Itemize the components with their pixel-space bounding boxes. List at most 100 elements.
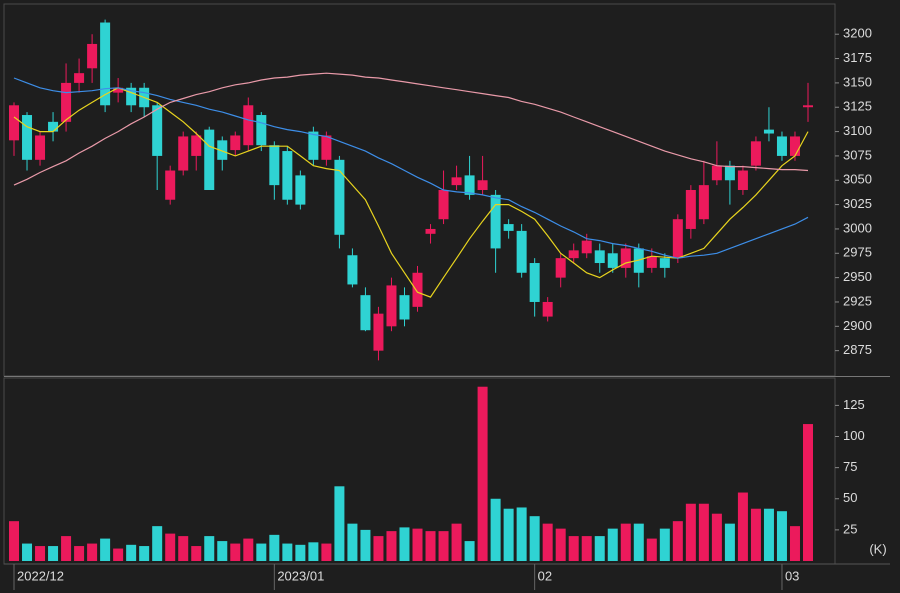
candle-body [451, 177, 462, 186]
candle-body [100, 22, 111, 106]
candle-body [204, 129, 215, 190]
volume-bar [568, 536, 579, 561]
candle-body [321, 135, 332, 160]
candle-body [659, 258, 670, 268]
candle-body [646, 256, 657, 268]
volume-bar [633, 523, 644, 561]
candle-body [490, 194, 501, 249]
candle-body [477, 180, 488, 190]
candle-body [152, 105, 163, 156]
volume-bar [217, 541, 228, 561]
y-tick-label: 3000 [843, 220, 872, 235]
volume-bar [789, 526, 800, 561]
candle-body [87, 43, 98, 69]
volume-bar [503, 508, 514, 561]
candle-body [594, 250, 605, 264]
candle-body [789, 136, 800, 156]
candle-body [763, 129, 774, 134]
volume-bar [620, 523, 631, 561]
candle-body [308, 131, 319, 160]
volume-bar [256, 543, 267, 561]
volume-tick-label: 50 [843, 490, 857, 505]
volume-bar [672, 521, 683, 561]
candle-body [698, 185, 709, 220]
volume-bar [803, 424, 813, 561]
volume-bar [9, 521, 19, 561]
candle-body [282, 151, 293, 200]
volume-bar [74, 546, 85, 561]
candle-body [737, 170, 748, 190]
volume-bar [516, 507, 527, 561]
volume-bar [438, 531, 449, 561]
y-tick-label: 2950 [843, 269, 872, 284]
candle-body [776, 136, 787, 156]
volume-bar [425, 531, 436, 561]
volume-tick-label: 100 [843, 428, 865, 443]
candle-body [581, 240, 592, 254]
volume-bar [230, 543, 241, 561]
candle-body [607, 253, 618, 268]
candle-body [230, 135, 241, 151]
candle-body [724, 165, 735, 181]
volume-bar [191, 546, 202, 561]
candle-body [568, 250, 579, 259]
volume-tick-label: 125 [843, 397, 865, 412]
volume-bar [698, 503, 709, 561]
candle-body [399, 295, 410, 320]
candle-body [74, 73, 85, 83]
volume-bar [490, 498, 501, 561]
volume-bar [48, 546, 59, 561]
volume-bar [373, 536, 384, 561]
candle-body [360, 295, 371, 331]
volume-bar [139, 546, 150, 561]
candle-body [165, 170, 176, 200]
candle-body [191, 135, 202, 156]
candle-body [256, 115, 267, 146]
candle-body [126, 87, 137, 106]
y-tick-label: 3125 [843, 99, 872, 114]
y-tick-label: 2900 [843, 318, 872, 333]
volume-bar [607, 528, 618, 561]
volume-bar [321, 543, 332, 561]
volume-bar [763, 508, 774, 561]
candle-body [803, 105, 813, 108]
candle-body [35, 135, 46, 160]
y-tick-label: 3200 [843, 26, 872, 41]
volume-bar [334, 486, 345, 561]
candle-body [334, 159, 345, 235]
volume-bar [750, 508, 761, 561]
volume-bar [542, 523, 553, 561]
volume-bar [113, 548, 124, 561]
candle-body [61, 82, 72, 122]
volume-bar [412, 528, 423, 561]
volume-bar [282, 543, 293, 561]
volume-bar [659, 528, 670, 561]
candle-body [9, 105, 19, 141]
x-tick-label: 03 [785, 568, 799, 583]
volume-bar [685, 503, 696, 561]
volume-bar [295, 544, 306, 561]
volume-bar [22, 543, 33, 561]
volume-bar [165, 533, 176, 561]
volume-bar [594, 536, 605, 561]
volume-bar [243, 538, 254, 561]
candle-body [178, 136, 189, 171]
candle-body [503, 224, 514, 231]
volume-bar [347, 523, 358, 561]
y-tick-label: 3175 [843, 50, 872, 65]
moving-average-line [13, 72, 809, 186]
volume-bar [399, 527, 410, 561]
volume-bar [204, 536, 215, 561]
volume-bar [451, 523, 462, 561]
candle-body [438, 190, 449, 220]
volume-tick-label: 25 [843, 521, 857, 536]
candle-body [373, 313, 384, 351]
volume-bar [711, 513, 722, 561]
candle-body [685, 190, 696, 229]
candle-body [555, 258, 566, 278]
volume-bar [724, 523, 735, 561]
candle-body [22, 115, 33, 160]
x-tick-label: 2023/01 [277, 568, 324, 583]
